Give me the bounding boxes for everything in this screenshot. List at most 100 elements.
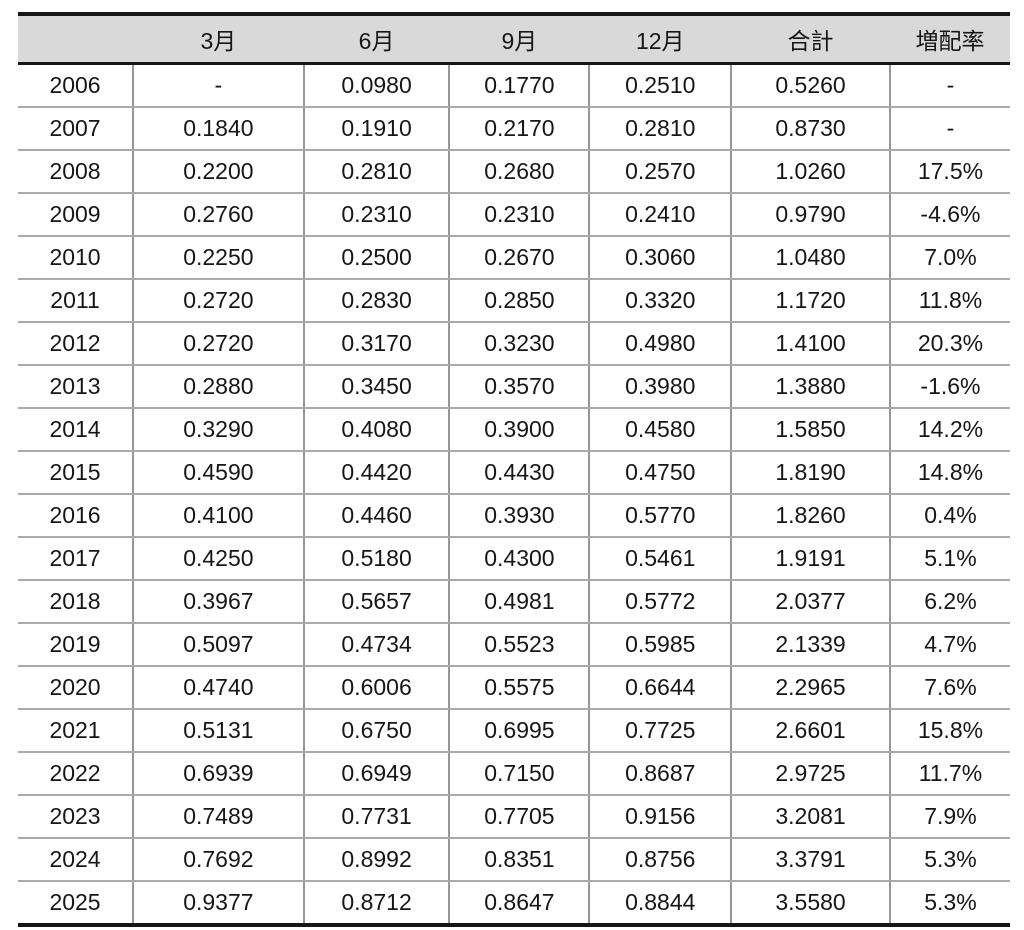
value-cell: 0.4300	[448, 537, 590, 581]
table-header: 3月 6月 9月 12月 合計 増配率	[18, 12, 1010, 65]
value-cell: 1.8190	[730, 451, 890, 495]
value-cell: 0.3900	[448, 408, 590, 452]
year-cell: 2025	[18, 881, 134, 927]
value-cell: 0.4420	[302, 451, 450, 495]
value-cell: 0.6995	[448, 709, 590, 753]
value-cell: 0.4%	[888, 494, 1010, 538]
year-cell: 2019	[18, 623, 134, 667]
value-cell: 0.8712	[302, 881, 450, 927]
header-cell: 合計	[731, 12, 890, 65]
value-cell: 5.1%	[888, 537, 1010, 581]
value-cell: 7.0%	[888, 236, 1010, 280]
value-cell: 1.5850	[730, 408, 890, 452]
table-row: 2021 0.5131 0.6750 0.6995 0.7725 2.6601 15.8%	[18, 709, 1010, 753]
year-cell: 2022	[18, 752, 134, 796]
value-cell: 0.7705	[448, 795, 590, 839]
year-cell: 2015	[18, 451, 134, 495]
header-cell: 6月	[303, 12, 450, 65]
value-cell: 0.2720	[132, 279, 304, 323]
table-row: 2009 0.2760 0.2310 0.2310 0.2410 0.9790 -4.6%	[18, 193, 1010, 237]
value-cell: 0.2200	[132, 150, 304, 194]
year-cell: 2018	[18, 580, 134, 624]
value-cell: 0.2510	[588, 63, 732, 108]
year-cell: 2023	[18, 795, 134, 839]
year-cell: 2021	[18, 709, 134, 753]
value-cell: 0.4430	[448, 451, 590, 495]
year-cell: 2006	[18, 63, 134, 108]
value-cell: 0.7725	[588, 709, 732, 753]
value-cell: 0.1840	[132, 107, 304, 151]
value-cell: 0.7731	[302, 795, 450, 839]
value-cell: 3.2081	[730, 795, 890, 839]
value-cell: 1.0480	[730, 236, 890, 280]
value-cell: 0.2310	[448, 193, 590, 237]
value-cell: -1.6%	[888, 365, 1010, 409]
value-cell: 0.2500	[302, 236, 450, 280]
value-cell: 0.5180	[302, 537, 450, 581]
year-cell: 2012	[18, 322, 134, 366]
value-cell: 0.1770	[448, 63, 590, 108]
value-cell: 0.8992	[302, 838, 450, 882]
value-cell: 0.3980	[588, 365, 732, 409]
dividend-table: 3月 6月 9月 12月 合計 増配率 2006-0.0980 0.1770 0.2510 0.…	[18, 12, 1010, 927]
value-cell: 0.2570	[588, 150, 732, 194]
table-row: 2025 0.9377 0.8712 0.8647 0.8844 3.5580 5.3%	[18, 881, 1010, 927]
year-cell: 2016	[18, 494, 134, 538]
value-cell: 0.9156	[588, 795, 732, 839]
value-cell: 0.8687	[588, 752, 732, 796]
value-cell: 0.3450	[302, 365, 450, 409]
value-cell: 5.3%	[888, 881, 1010, 927]
value-cell: 0.4080	[302, 408, 450, 452]
value-cell: 0.9377	[132, 881, 304, 927]
value-cell: 0.2310	[302, 193, 450, 237]
table-row: 2015 0.4590 0.4420 0.4430 0.4750 1.8190 14.8%	[18, 451, 1010, 495]
value-cell: 0.7489	[132, 795, 304, 839]
value-cell: 0.8730	[730, 107, 890, 151]
value-cell: 0.4590	[132, 451, 304, 495]
value-cell: 0.3967	[132, 580, 304, 624]
value-cell: 0.2880	[132, 365, 304, 409]
value-cell: 0.4460	[302, 494, 450, 538]
table-body: 2006-0.0980 0.1770 0.2510 0.5260-2007 0.1840…	[18, 63, 1010, 927]
value-cell: 3.5580	[730, 881, 890, 927]
value-cell: 0.2760	[132, 193, 304, 237]
value-cell: 0.3320	[588, 279, 732, 323]
header-row: 3月 6月 9月 12月 合計 増配率	[18, 12, 1010, 65]
year-cell: 2014	[18, 408, 134, 452]
value-cell: 3.3791	[730, 838, 890, 882]
year-cell: 2009	[18, 193, 134, 237]
table-row: 2014 0.3290 0.4080 0.3900 0.4580 1.5850 14.2%	[18, 408, 1010, 452]
value-cell: -4.6%	[888, 193, 1010, 237]
value-cell: -	[132, 63, 304, 108]
header-cell-year	[18, 12, 134, 65]
value-cell: 2.0377	[730, 580, 890, 624]
value-cell: 14.8%	[888, 451, 1010, 495]
table-row: 2013 0.2880 0.3450 0.3570 0.3980 1.3880 -1.6%	[18, 365, 1010, 409]
value-cell: 0.5097	[132, 623, 304, 667]
value-cell: 7.9%	[888, 795, 1010, 839]
value-cell: 20.3%	[888, 322, 1010, 366]
value-cell: 0.3230	[448, 322, 590, 366]
value-cell: 0.3930	[448, 494, 590, 538]
value-cell: 4.7%	[888, 623, 1010, 667]
value-cell: 0.6644	[588, 666, 732, 710]
value-cell: -	[888, 107, 1010, 151]
value-cell: 0.3060	[588, 236, 732, 280]
year-cell: 2017	[18, 537, 134, 581]
table-row: 2011 0.2720 0.2830 0.2850 0.3320 1.1720 11.8%	[18, 279, 1010, 323]
year-cell: 2020	[18, 666, 134, 710]
header-cell: 3月	[133, 12, 304, 65]
value-cell: -	[888, 63, 1010, 108]
value-cell: 0.0980	[302, 63, 450, 108]
value-cell: 2.2965	[730, 666, 890, 710]
value-cell: 0.4100	[132, 494, 304, 538]
year-cell: 2013	[18, 365, 134, 409]
value-cell: 0.5575	[448, 666, 590, 710]
value-cell: 0.2810	[588, 107, 732, 151]
value-cell: 0.6949	[302, 752, 450, 796]
value-cell: 0.5131	[132, 709, 304, 753]
year-cell: 2010	[18, 236, 134, 280]
table-row: 2023 0.7489 0.7731 0.7705 0.9156 3.2081 7.9%	[18, 795, 1010, 839]
value-cell: 0.2170	[448, 107, 590, 151]
